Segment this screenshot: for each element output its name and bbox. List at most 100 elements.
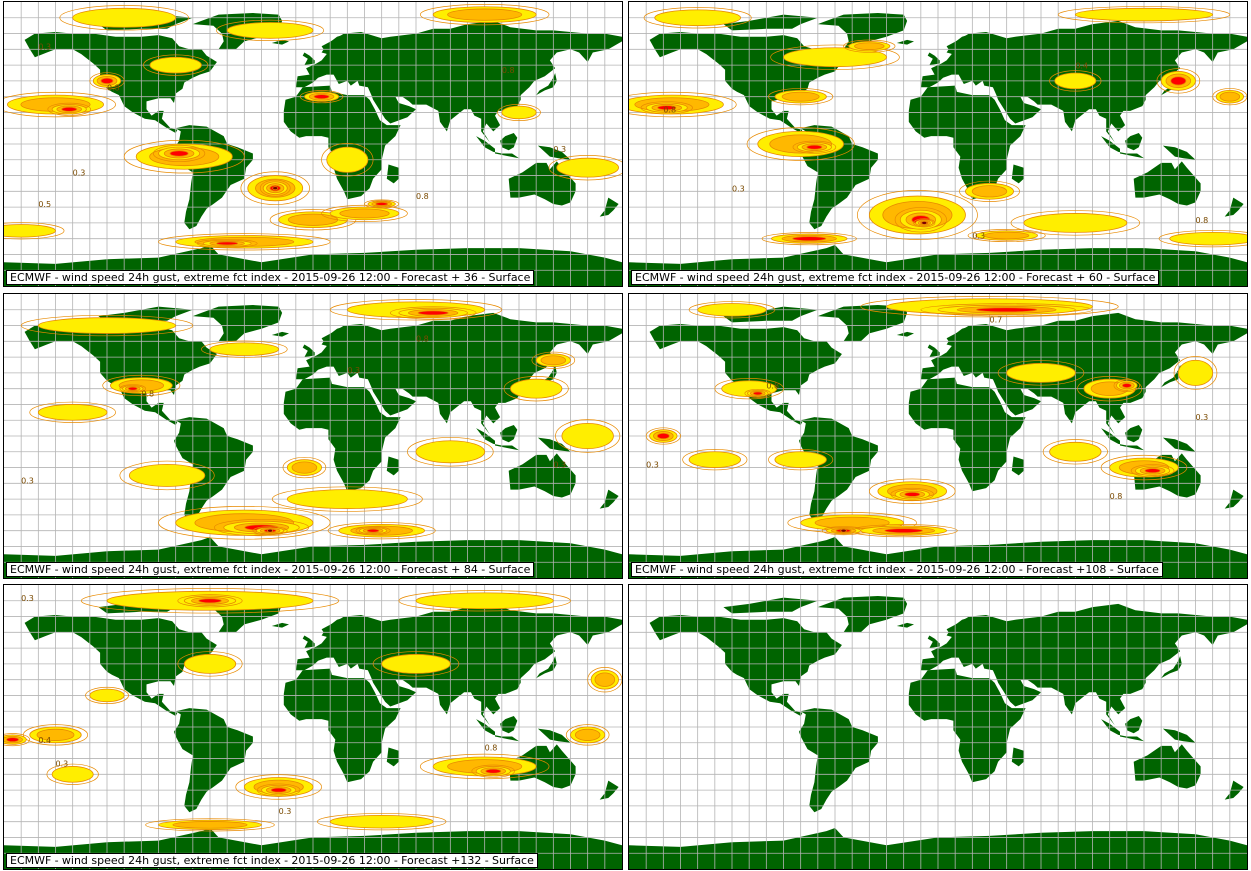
efi-level-4 [921,220,928,225]
caption-field: wind speed 24h gust, extreme fct index [686,563,906,576]
caption-level: Surface [491,854,534,867]
land-arctic-islands [723,14,818,31]
efi-area [364,199,400,209]
contour-label: 0.3 [279,807,292,816]
land-south-america [799,708,878,813]
map-caption: ECMWF - wind speed 24h gust, extreme fct i… [631,270,1160,285]
efi-area [59,5,189,31]
efi-level-2 [540,355,567,366]
efi-contour [177,651,243,677]
map-panel-forecast-36: 0.8 0.3 0.5 0.8 0.3 0.8 0.3 ECMWF - wind speed 2… [3,1,623,287]
efi-contour [967,229,1046,243]
map-canvas: 0.8 0.7 0.3 0.8 0.3 [629,294,1247,578]
contour-label: 0.4 [1075,61,1088,70]
efi-area [271,486,423,512]
efi-contour [299,90,344,104]
efi-contour [282,456,327,479]
efi-contour [856,190,978,240]
land-arctic-islands [723,306,818,323]
efi-area [761,232,857,246]
contour-label: 0.5 [38,200,51,209]
efi-contour [364,199,400,209]
efi-level-2 [574,728,601,741]
land-eurasia [920,603,1247,726]
efi-area [4,733,31,747]
efi-area [645,427,681,445]
land-new-guinea [1162,728,1196,743]
efi-area [1042,439,1108,465]
land-scandinavia [321,33,362,56]
caption-level: Surface [488,271,531,284]
land-scandinavia [321,616,362,639]
contour-label: 0.3 [21,594,34,603]
efi-area [531,351,576,369]
land-borneo [1125,133,1143,151]
land-iceland [271,39,289,45]
efi-area [1049,70,1102,92]
efi-level-3 [792,236,827,242]
efi-level-2 [1219,91,1241,102]
efi-level-3 [216,241,239,246]
efi-contour [158,233,331,251]
caption-step: Forecast + 60 [1026,271,1103,284]
efi-area [565,724,610,746]
efi-area [419,4,550,26]
efi-contour [213,518,310,537]
efi-area [119,384,146,394]
efi-contour [843,39,896,53]
efi-area [920,303,1093,317]
contour-label: 0.4 [38,736,51,745]
efi-area [1173,356,1218,390]
efi-level-3 [198,598,222,604]
efi-contour [1077,376,1143,402]
efi-area [682,449,748,471]
map-canvas: 0.3 0.3 0.8 0.3 0.4 [4,585,622,869]
land-japan [1161,73,1182,96]
efi-level-3 [1170,76,1187,86]
efi-contour [920,303,1093,317]
efi-level-4 [840,528,847,533]
efi-level-1 [1177,359,1214,386]
efi-level-1 [415,440,486,464]
efi-level-2 [447,8,523,21]
efi-area [640,101,693,115]
contour-label: 0.8 [766,382,779,391]
efi-area [1130,464,1175,478]
efi-level-3 [1144,468,1161,474]
efi-area [821,526,866,536]
efi-area [4,222,65,240]
contour-label: 0.3 [21,476,34,485]
efi-level-1 [1169,231,1247,246]
efi-level-3 [1121,383,1132,388]
caption-model: ECMWF [10,271,52,284]
efi-contour [768,88,834,106]
efi-level-2 [172,821,248,829]
land-north-america [24,615,217,716]
efi-contour [1042,439,1108,465]
efi-contour [177,594,243,608]
land-south-america [174,708,253,813]
efi-contour [419,4,550,26]
caption-base-time: 2015-09-26 12:00 [291,563,391,576]
land-madagascar [386,164,399,184]
efi-level-1 [688,451,741,468]
efi-area [213,518,310,537]
efi-level-1 [37,404,108,421]
efi-contour [860,296,1119,318]
efi-level-3 [806,144,823,150]
land-iceland [271,331,289,337]
efi-contour [123,139,245,174]
efi-contour [1173,356,1218,390]
land-north-america [649,615,842,716]
land-madagascar [1011,747,1024,767]
efi-contour [196,238,258,248]
land-iceland [896,622,914,628]
land-new-guinea [537,145,571,160]
efi-area [177,651,243,677]
efi-area [316,813,447,831]
efi-contour [640,101,693,115]
efi-level-3 [100,77,114,85]
efi-contour [4,733,31,747]
contour-label: 0.8 [485,744,498,753]
efi-contour [1100,454,1188,481]
